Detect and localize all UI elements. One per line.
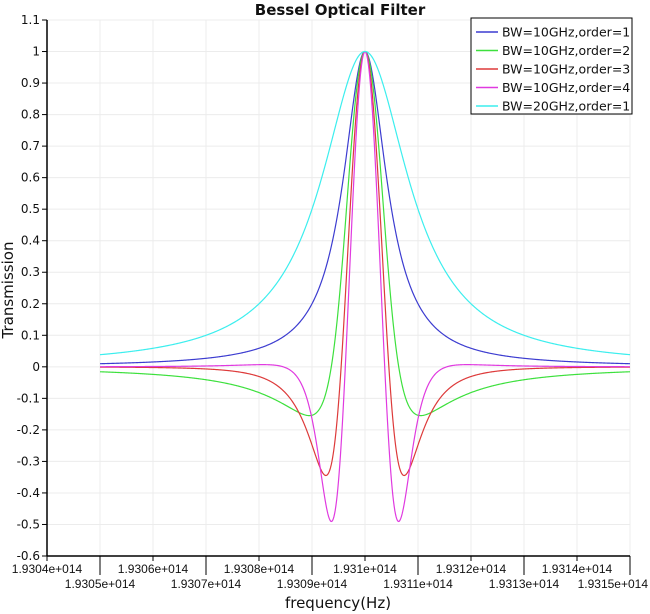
x-tick-label: 1.9308e+014 bbox=[224, 562, 295, 576]
x-tick-label: 1.9315e+014 bbox=[578, 577, 649, 591]
x-tick-label: 1.9306e+014 bbox=[118, 562, 189, 576]
legend-label: BW=10GHz,order=1 bbox=[502, 25, 630, 40]
y-tick-label: -0.6 bbox=[17, 549, 40, 563]
x-tick-label: 1.9311e+014 bbox=[383, 577, 453, 591]
x-tick-label: 1.9309e+014 bbox=[277, 577, 348, 591]
y-tick-label: 0.4 bbox=[21, 234, 40, 248]
x-tick-label: 1.9312e+014 bbox=[436, 562, 507, 576]
x-tick-label: 1.9313e+014 bbox=[489, 577, 560, 591]
y-tick-label: 0.9 bbox=[21, 76, 40, 90]
y-axis-label: Transmission bbox=[0, 242, 17, 340]
legend-label: BW=20GHz,order=1 bbox=[502, 99, 630, 114]
legend-label: BW=10GHz,order=3 bbox=[502, 62, 630, 77]
legend-label: BW=10GHz,order=4 bbox=[502, 80, 630, 95]
y-tick-label: 0.3 bbox=[21, 265, 40, 279]
legend-label: BW=10GHz,order=2 bbox=[502, 43, 630, 58]
y-tick-label: 0.8 bbox=[21, 108, 40, 122]
y-tick-label: -0.5 bbox=[17, 517, 40, 531]
y-tick-label: 1.1 bbox=[21, 13, 40, 27]
series-lines bbox=[99, 50, 631, 523]
y-tick-label: 0.7 bbox=[21, 139, 40, 153]
y-tick-label: 0.6 bbox=[21, 171, 40, 185]
x-axis-label: frequency(Hz) bbox=[285, 594, 391, 612]
legend-box bbox=[470, 17, 633, 115]
y-tick-label: -0.1 bbox=[17, 391, 40, 405]
x-tick-label: 1.9304e+014 bbox=[12, 562, 83, 576]
x-tick-label: 1.931e+014 bbox=[333, 562, 397, 576]
x-tick-label: 1.9305e+014 bbox=[65, 577, 136, 591]
axes: 1.9304e+0141.9305e+0141.9306e+0141.9307e… bbox=[12, 13, 649, 591]
chart-title: Bessel Optical Filter bbox=[255, 1, 426, 19]
legend: BW=10GHz,order=1 BW=10GHz,order=2 BW=10GHz… bbox=[470, 17, 633, 115]
y-tick-label: 0.2 bbox=[21, 297, 40, 311]
y-tick-label: 1 bbox=[32, 45, 40, 59]
x-tick-label: 1.9307e+014 bbox=[171, 577, 242, 591]
y-tick-label: 0.1 bbox=[21, 328, 40, 342]
y-tick-label: -0.3 bbox=[17, 454, 40, 468]
y-tick-label: 0 bbox=[32, 360, 40, 374]
y-tick-label: -0.2 bbox=[17, 423, 40, 437]
y-tick-label: -0.4 bbox=[17, 486, 40, 500]
series-line bbox=[99, 50, 631, 356]
x-tick-label: 1.9314e+014 bbox=[542, 562, 613, 576]
y-tick-label: 0.5 bbox=[21, 202, 40, 216]
